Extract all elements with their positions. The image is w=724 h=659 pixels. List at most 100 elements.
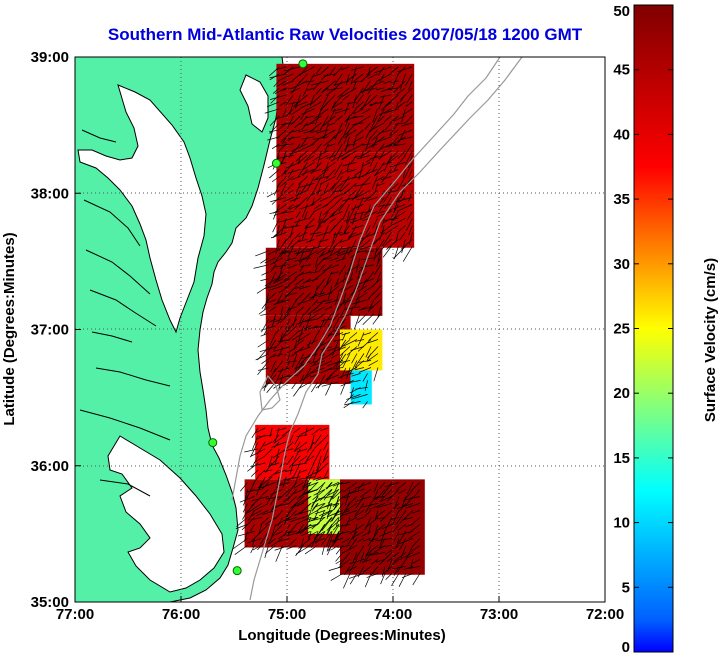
velocity-arrow	[367, 80, 378, 95]
velocity-arrow	[256, 434, 266, 440]
velocity-arrow	[317, 313, 326, 320]
velocity-arrow	[264, 517, 276, 526]
velocity-arrow	[272, 434, 280, 443]
velocity-arrow	[410, 482, 421, 491]
velocity-arrow	[289, 325, 298, 332]
velocity-arrow	[380, 489, 393, 501]
velocity-arrow	[324, 374, 339, 381]
velocity-arrow	[294, 353, 305, 370]
velocity-arrow	[331, 176, 343, 191]
velocity-arrow	[352, 225, 364, 230]
velocity-arrow	[265, 545, 276, 554]
velocity-arrow	[320, 94, 329, 111]
velocity-arrow	[326, 482, 333, 490]
velocity-arrow	[317, 239, 322, 249]
velocity-cell	[340, 329, 383, 371]
velocity-arrow	[396, 190, 406, 204]
velocity-arrow	[298, 538, 311, 549]
velocity-arrow	[260, 313, 269, 316]
velocity-arrow	[321, 129, 336, 139]
velocity-arrow	[318, 510, 332, 517]
velocity-arrow	[332, 239, 343, 249]
velocity-arrow	[307, 462, 315, 476]
velocity-arrow	[242, 503, 248, 513]
velocity-arrow	[351, 394, 368, 400]
velocity-arrow	[300, 427, 315, 435]
velocity-arrow	[392, 524, 400, 533]
velocity-arrow	[372, 162, 378, 173]
velocity-arrow	[401, 496, 407, 507]
velocity-arrow	[269, 66, 280, 77]
velocity-arrow	[352, 136, 364, 143]
velocity-arrow	[357, 197, 364, 211]
velocity-arrow	[362, 401, 368, 409]
velocity-arrow	[299, 115, 308, 126]
velocity-arrow	[390, 66, 399, 74]
velocity-arrow	[314, 538, 325, 543]
velocity-arrow	[400, 545, 407, 559]
velocity-arrow	[307, 176, 315, 191]
velocity-arrow	[374, 183, 378, 193]
velocity-arrow	[316, 246, 329, 255]
velocity-arrow	[295, 211, 301, 219]
velocity-arrow	[316, 150, 322, 168]
velocity-arrow	[381, 566, 386, 577]
velocity-arrow	[348, 190, 357, 197]
velocity-arrow	[335, 353, 344, 369]
velocity-arrow	[276, 427, 287, 432]
velocity-arrow	[343, 218, 350, 234]
velocity-arrow	[395, 232, 399, 243]
velocity-arrow	[299, 503, 312, 514]
velocity-arrow	[252, 434, 259, 450]
velocity-arrow	[252, 545, 262, 551]
velocity-arrow	[288, 101, 301, 105]
velocity-arrow	[343, 339, 358, 347]
velocity-arrow	[293, 489, 304, 495]
velocity-arrow	[321, 517, 333, 531]
velocity-arrow	[370, 115, 378, 129]
velocity-arrow	[334, 162, 343, 176]
velocity-arrow	[388, 136, 399, 148]
velocity-arrow	[380, 573, 386, 585]
velocity-arrow	[286, 510, 297, 521]
velocity-arrow	[344, 108, 357, 123]
velocity-arrow	[392, 552, 407, 563]
velocity-arrow	[310, 94, 322, 106]
velocity-arrow	[378, 552, 393, 566]
velocity-arrow	[343, 218, 357, 222]
velocity-arrow	[253, 264, 269, 269]
velocity-arrow	[261, 489, 269, 496]
velocity-arrow	[306, 538, 318, 548]
velocity-arrow	[401, 108, 406, 123]
velocity-arrow	[313, 510, 319, 521]
velocity-arrow	[278, 374, 284, 390]
velocity-arrow	[298, 318, 305, 328]
velocity-arrow	[340, 510, 358, 517]
velocity-arrow	[306, 73, 315, 87]
y-axis: 35:00 36:00 37:00 38:00 39:00	[31, 49, 81, 611]
velocity-arrow	[345, 373, 354, 376]
velocity-arrow	[307, 339, 312, 348]
velocity-arrow	[376, 503, 393, 509]
velocity-arrow	[306, 239, 315, 243]
colorbar-tick-label: 0	[622, 639, 630, 656]
velocity-arrow	[301, 162, 315, 171]
velocity-arrow	[269, 211, 280, 215]
velocity-arrow	[277, 489, 290, 501]
velocity-arrow	[294, 285, 304, 290]
velocity-arrow	[364, 545, 372, 562]
velocity-arrow	[279, 250, 290, 255]
velocity-arrow	[366, 552, 379, 556]
velocity-arrow	[365, 271, 375, 283]
velocity-arrow	[365, 552, 372, 561]
velocity-arrow	[246, 489, 262, 493]
velocity-arrow	[295, 545, 304, 557]
velocity-arrow	[322, 80, 336, 92]
velocity-arrow	[369, 80, 385, 88]
velocity-arrow	[361, 278, 368, 290]
velocity-arrow	[269, 332, 277, 346]
velocity-arrow	[249, 524, 255, 532]
colorbar-tick-label: 15	[613, 450, 630, 467]
velocity-arrow	[405, 150, 413, 165]
